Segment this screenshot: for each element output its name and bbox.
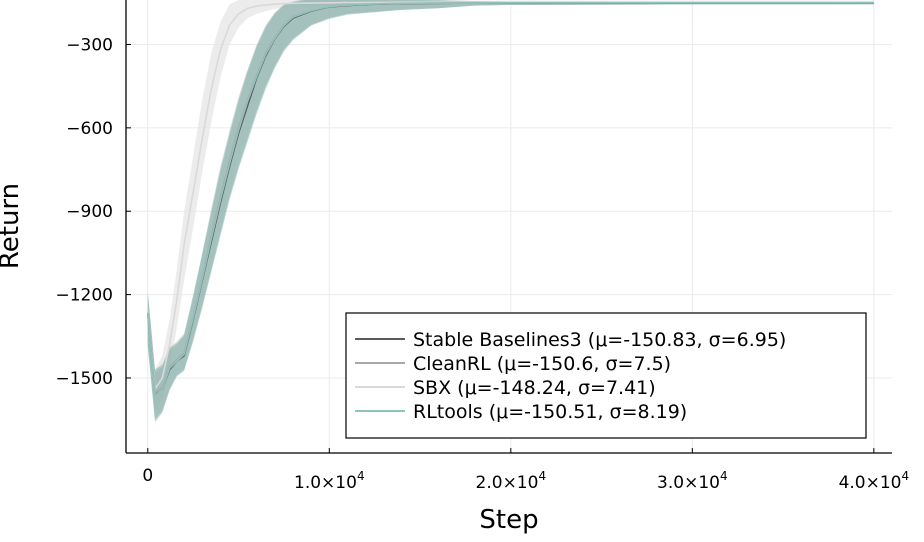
y-ticks: −300 −600 −900 −1200 −1500 — [55, 35, 131, 389]
y-tick-label: −1500 — [55, 369, 113, 389]
band-series-2 — [147, 0, 874, 412]
legend-label-0: Stable Baselines3 (μ=-150.83, σ=6.95) — [413, 329, 786, 351]
legend: Stable Baselines3 (μ=-150.83, σ=6.95)Cle… — [345, 312, 867, 439]
legend-label-2: SBX (μ=-148.24, σ=7.41) — [413, 377, 656, 399]
x-ticks: 0 1.0×104 2.0×104 3.0×104 4.0×104 — [142, 448, 909, 493]
x-tick-label: 0 — [142, 466, 153, 486]
x-tick-label: 2.0×104 — [476, 469, 547, 493]
series-lines — [147, 1, 874, 398]
y-axis-title: Return — [0, 183, 25, 269]
x-axis-title: Step — [479, 505, 538, 535]
line-series-2 — [147, 1, 874, 392]
x-tick-label: 4.0×104 — [839, 469, 910, 493]
line-series-3 — [147, 1, 874, 398]
legend-label-1: CleanRL (μ=-150.6, σ=7.5) — [413, 353, 671, 375]
confidence-bands — [147, 0, 874, 423]
y-tick-label: −300 — [66, 35, 113, 55]
legend-box — [345, 312, 867, 439]
y-tick-label: −1200 — [55, 286, 113, 306]
y-tick-label: −900 — [66, 202, 113, 222]
x-tick-label: 1.0×104 — [294, 469, 365, 493]
y-tick-label: −600 — [66, 119, 113, 139]
legend-label-3: RLtools (μ=-150.51, σ=8.19) — [413, 401, 687, 423]
x-tick-label: 3.0×104 — [657, 469, 728, 493]
